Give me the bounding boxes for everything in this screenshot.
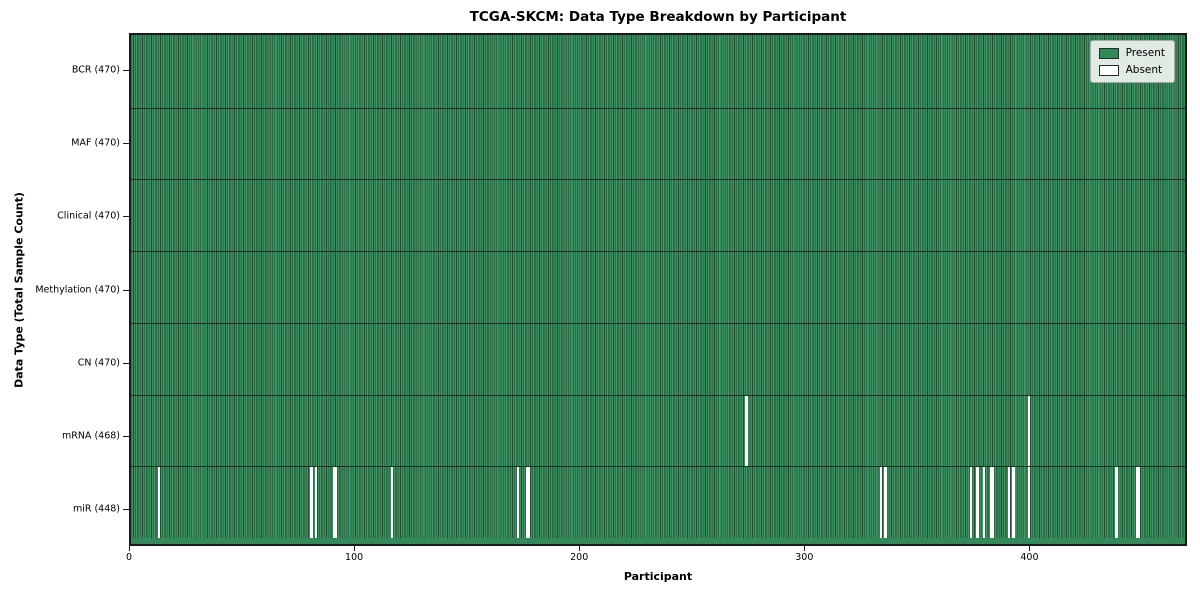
x-tick-label: 100 <box>345 552 364 563</box>
absent-stripe <box>332 467 336 538</box>
x-tick-label: 0 <box>125 552 133 563</box>
heatmap-row-maf <box>131 107 1185 180</box>
present-swatch <box>1098 47 1119 59</box>
chart-title: TCGA-SKCM: Data Type Breakdown by Partic… <box>469 9 847 25</box>
absent-stripe <box>314 467 318 538</box>
absent-stripe <box>527 467 531 538</box>
x-tick-mark <box>1029 546 1031 551</box>
y-tick-mark <box>123 436 129 438</box>
y-tick-mark <box>123 362 129 364</box>
legend-label-absent: Absent <box>1125 64 1163 76</box>
x-tick-mark <box>129 546 130 551</box>
absent-stripe <box>310 467 313 538</box>
x-tick-label: 300 <box>795 552 814 563</box>
y-tick-label: BCR (470) <box>71 64 120 76</box>
heatmap-row-mir <box>131 466 1185 538</box>
heatmap-row-methylation <box>131 251 1185 323</box>
absent-stripe <box>1028 395 1031 467</box>
x-tick-mark <box>579 546 581 551</box>
absent-stripe <box>1028 467 1031 538</box>
y-tick-label: miR (448) <box>72 503 120 515</box>
x-tick-label: 200 <box>570 552 589 563</box>
absent-stripe <box>1115 467 1118 538</box>
x-tick-labels: 0 100 200 300 400 <box>125 552 1187 564</box>
y-tick-label: Clinical (470) <box>57 210 120 222</box>
y-tick-label: Methylation (470) <box>35 284 120 295</box>
y-tick-label: MAF (470) <box>71 137 120 149</box>
absent-stripe <box>969 467 972 538</box>
absent-stripe <box>525 467 528 538</box>
x-tick-mark <box>804 546 806 551</box>
legend: Present Absent <box>1089 40 1175 83</box>
absent-stripe <box>983 467 986 538</box>
legend-label-present: Present <box>1125 47 1165 59</box>
x-tick-marks <box>129 546 1187 551</box>
absent-swatch <box>1098 64 1119 76</box>
y-tick-mark <box>123 216 129 218</box>
absent-stripe <box>157 467 161 538</box>
y-tick-marks <box>123 33 129 546</box>
y-tick-mark <box>123 289 129 291</box>
absent-stripe <box>745 395 748 467</box>
absent-stripe <box>1012 467 1015 538</box>
absent-stripe <box>1135 467 1138 538</box>
x-tick-mark <box>354 546 356 551</box>
y-tick-mark <box>123 69 129 71</box>
absent-stripe <box>391 467 394 538</box>
heatmap-row-clinical <box>131 179 1185 252</box>
absent-stripe <box>884 467 887 538</box>
legend-item-absent: Absent <box>1098 64 1165 76</box>
absent-stripe <box>989 467 993 538</box>
y-tick-mark <box>123 509 129 511</box>
plot-area: Present Absent <box>129 33 1187 546</box>
heatmap-row-bcr <box>131 35 1185 108</box>
heatmap-row-cn <box>131 322 1185 395</box>
x-tick-label: 400 <box>1020 552 1039 563</box>
absent-stripe <box>992 467 995 538</box>
heatmap-row-mrna <box>131 394 1185 467</box>
absent-stripe <box>1137 467 1141 538</box>
x-axis-label: Participant <box>623 570 693 583</box>
legend-item-present: Present <box>1098 47 1165 59</box>
absent-stripe <box>976 467 979 538</box>
y-tick-label: CN (470) <box>77 357 120 369</box>
absent-stripe <box>516 467 519 538</box>
y-tick-label: mRNA (468) <box>61 430 120 442</box>
absent-stripe <box>880 467 883 538</box>
absent-stripe <box>1007 467 1011 538</box>
y-tick-labels: BCR (470) MAF (470) Clinical (470) Methylat… <box>0 33 120 546</box>
y-tick-mark <box>123 142 129 144</box>
absent-stripe <box>335 467 338 538</box>
